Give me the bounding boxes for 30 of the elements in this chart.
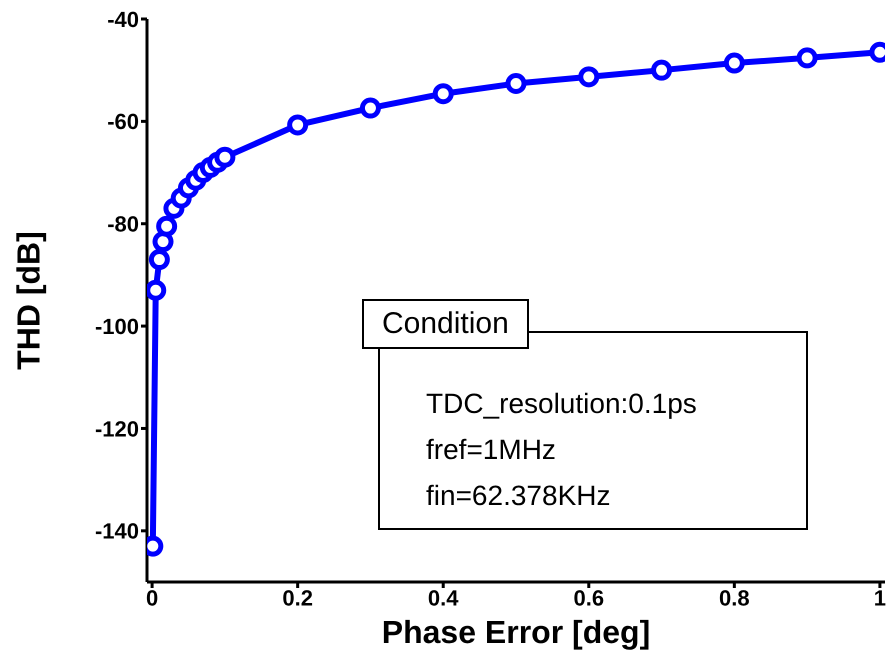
x-tick-label: 0: [146, 586, 158, 611]
x-tick-label: 0.8: [719, 586, 750, 611]
y-tick-label: -40: [107, 6, 139, 32]
y-tick-label: -100: [94, 314, 139, 339]
point: [360, 98, 381, 119]
annotation: fref=1MHz: [426, 433, 557, 467]
y-tick-label: -140: [94, 518, 139, 544]
point: [214, 146, 236, 168]
point: [152, 231, 174, 252]
point: [156, 216, 178, 237]
annotation: Condition: [362, 299, 529, 349]
point: [506, 72, 526, 94]
annotation: fin=62.378KHz: [426, 479, 612, 513]
point: [287, 114, 308, 136]
point: [148, 249, 170, 270]
point: [796, 47, 818, 68]
x-tick-label: 0.6: [573, 586, 604, 611]
point: [578, 66, 600, 88]
x-axis-title: Phase Error [deg]: [382, 614, 650, 650]
point: [724, 52, 745, 74]
point: [432, 83, 454, 104]
x-tick-label: 0.2: [282, 586, 313, 611]
annotation: TDC_resolution:0.1ps: [426, 387, 697, 421]
y-tick-label: -120: [94, 416, 139, 442]
y-axis-title: THD [dB]: [10, 231, 46, 370]
point: [651, 60, 672, 81]
y-tick-label: -80: [107, 212, 139, 237]
x-tick-label: 1: [874, 586, 886, 611]
y-tick-label: -60: [107, 109, 139, 134]
x-tick-label: 0.4: [428, 586, 460, 611]
